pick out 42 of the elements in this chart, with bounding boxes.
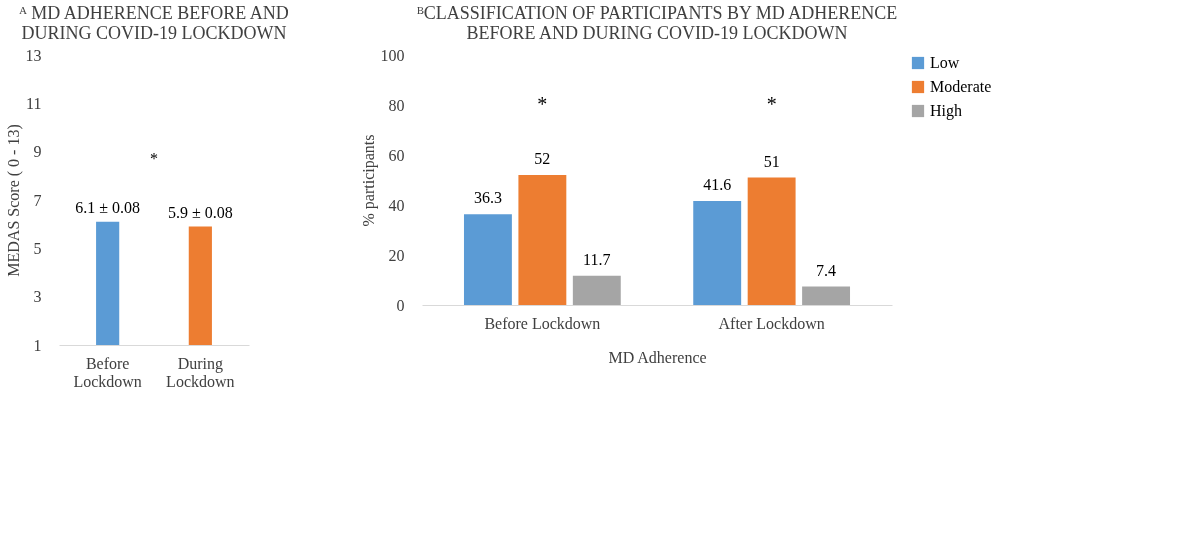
annotation: * bbox=[766, 93, 777, 115]
data-label: 7.4 bbox=[816, 261, 837, 279]
y-tick-label: 60 bbox=[388, 146, 405, 164]
x-tick-label: Before Lockdown bbox=[484, 314, 601, 332]
annotation: * bbox=[537, 93, 548, 115]
x-tick-label: Before Lockdown bbox=[73, 354, 142, 390]
y-axis-title: MEDAS Score ( 0 - 13) bbox=[4, 124, 23, 277]
chart-title: ᴬ MD ADHERENCE BEFORE AND DURING COVID-19 LOCKDOWN bbox=[18, 3, 289, 43]
chart-title: ᴮCLASSIFICATION OF PARTICIPANTS BY MD ADHERENCE BEFORE AND DURING COVID-19 LOCKDOWN bbox=[416, 3, 898, 43]
legend-label: Low bbox=[930, 54, 960, 71]
bar bbox=[463, 214, 512, 305]
x-tick-label: During Lockdown bbox=[166, 354, 235, 390]
y-tick-label: 20 bbox=[388, 246, 405, 264]
data-label: 51 bbox=[763, 152, 780, 170]
data-label: 36.3 bbox=[473, 189, 502, 207]
bar bbox=[747, 177, 796, 305]
y-tick-label: 40 bbox=[388, 196, 405, 214]
y-tick-label: 80 bbox=[388, 96, 405, 114]
y-tick-label: 9 bbox=[33, 143, 42, 161]
y-tick-label: 11 bbox=[26, 94, 42, 112]
y-tick-label: 0 bbox=[396, 296, 405, 314]
y-tick-label: 1 bbox=[33, 336, 42, 354]
data-label: 41.6 bbox=[703, 176, 732, 193]
data-label: 5.9 ± 0.08 bbox=[167, 203, 233, 221]
annotation: * bbox=[150, 150, 158, 168]
data-label: 52 bbox=[534, 150, 551, 167]
x-tick-label: After Lockdown bbox=[718, 314, 825, 332]
y-tick-label: 3 bbox=[33, 288, 42, 306]
y-axis-title: % participants bbox=[359, 134, 378, 227]
y-tick-label: 100 bbox=[380, 46, 405, 64]
y-tick-label: 13 bbox=[25, 46, 42, 64]
y-tick-label: 5 bbox=[33, 239, 42, 257]
legend-label: Moderate bbox=[930, 78, 992, 95]
y-tick-label: 7 bbox=[33, 191, 42, 209]
data-label: 6.1 ± 0.08 bbox=[75, 198, 141, 216]
bar bbox=[802, 286, 851, 305]
x-axis-title: MD Adherence bbox=[608, 348, 707, 366]
bar bbox=[518, 175, 567, 305]
legend-label: High bbox=[930, 102, 962, 120]
data-label: 11.7 bbox=[583, 250, 611, 268]
bar bbox=[693, 201, 742, 305]
bar bbox=[572, 275, 621, 305]
